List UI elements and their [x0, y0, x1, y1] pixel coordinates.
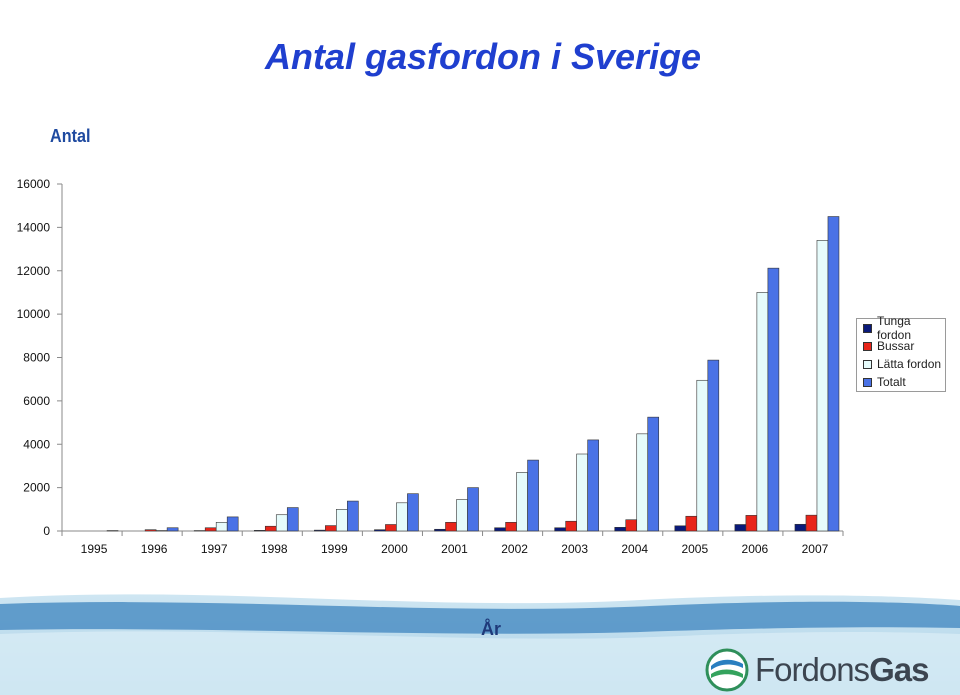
wave-dark	[0, 601, 960, 634]
bar-totalt	[347, 500, 359, 532]
x-tick-label: 2001	[441, 542, 468, 556]
bar-bussar	[505, 522, 517, 532]
bar-bussar	[745, 515, 758, 532]
bar-tunga-fordon	[253, 530, 266, 532]
y-tick-label: 12000	[17, 264, 51, 278]
x-axis-label: År	[481, 619, 502, 639]
bar-tunga-fordon	[314, 529, 326, 532]
x-tick-label: 2007	[802, 542, 829, 556]
y-tick-label: 2000	[23, 481, 50, 495]
bar-totalt	[587, 439, 599, 532]
bar-bussar	[565, 520, 577, 532]
bar-l-tta-fordon	[756, 292, 769, 532]
bar-totalt	[527, 459, 539, 532]
bar-tunga-fordon	[374, 529, 386, 532]
chart-title: Antal gasfordon i Sverige	[264, 36, 702, 77]
bar-totalt	[767, 267, 780, 532]
bar-bussar	[264, 525, 277, 532]
legend: Tunga fordon Bussar Lätta fordon Totalt	[856, 314, 946, 392]
y-tick-label: 10000	[17, 307, 51, 321]
legend-swatch	[863, 323, 872, 333]
bar-tunga-fordon	[734, 524, 747, 532]
legend-item-bussar: Bussar	[857, 337, 945, 355]
bar-tunga-fordon	[794, 523, 807, 532]
bar-totalt	[226, 516, 239, 532]
legend-swatch	[863, 341, 872, 351]
x-tick-label: 2000	[381, 542, 408, 556]
bar-totalt	[166, 527, 179, 532]
x-tick-label: 2006	[742, 542, 769, 556]
bar-l-tta-fordon	[456, 499, 468, 532]
legend-label: Tunga fordon	[877, 314, 912, 342]
bar-l-tta-fordon	[336, 509, 348, 532]
bar-l-tta-fordon	[816, 240, 829, 532]
bar-bussar	[625, 519, 638, 532]
x-tick-label: 2004	[621, 542, 648, 556]
legend-item-latta-fordon: Lätta fordon	[857, 355, 945, 373]
bar-totalt	[407, 493, 419, 532]
y-tick-label: 16000	[17, 177, 51, 191]
legend-label: Lätta fordon	[877, 357, 942, 371]
x-tick-label: 1995	[81, 542, 108, 556]
bar-bussar	[204, 527, 217, 532]
x-tick-label: 1998	[261, 542, 288, 556]
bar-bussar	[445, 522, 457, 532]
bar-l-tta-fordon	[275, 514, 288, 532]
bar-tunga-fordon	[554, 527, 566, 532]
bars	[106, 216, 840, 532]
bar-l-tta-fordon	[215, 522, 228, 532]
y-tick-label: 8000	[23, 351, 50, 365]
fordonsgas-logo: FordonsGas	[705, 648, 945, 692]
bar-tunga-fordon	[494, 527, 506, 532]
y-axis-label: Antal	[50, 126, 91, 146]
y-tick-label: 6000	[23, 394, 50, 408]
legend-label: Bussar	[877, 339, 915, 353]
bar-totalt	[467, 487, 479, 532]
bar-l-tta-fordon	[696, 379, 709, 532]
bar-totalt	[647, 416, 660, 532]
bar-tunga-fordon	[674, 525, 687, 532]
legend-swatch	[863, 377, 872, 387]
bar-totalt	[827, 216, 840, 532]
x-tick-label: 1996	[141, 542, 168, 556]
bar-bussar	[325, 525, 337, 532]
y-tick-label: 0	[43, 524, 50, 538]
bar-bussar	[685, 515, 698, 532]
x-tick-label: 1997	[201, 542, 228, 556]
bar-totalt	[286, 507, 299, 532]
legend-item-totalt: Totalt	[857, 373, 945, 391]
x-tick-label: 2002	[501, 542, 528, 556]
logo-icon	[705, 648, 749, 692]
y-tick-label: 4000	[23, 437, 50, 451]
legend-swatch	[863, 359, 872, 369]
x-tick-label: 2003	[561, 542, 588, 556]
legend-item-tunga-fordon: Tunga fordon	[857, 314, 945, 342]
logo-text: FordonsGas	[755, 651, 929, 689]
bar-bussar	[144, 529, 157, 532]
bar-bussar	[805, 514, 818, 532]
axes: 0 2000 4000 6000 8000 10000 12000 14000 16000 199…	[17, 177, 844, 556]
bar-l-tta-fordon	[636, 433, 649, 532]
logo-text-bold: Gas	[869, 651, 929, 688]
bar-l-tta-fordon	[576, 453, 588, 532]
legend-label: Totalt	[877, 375, 906, 389]
bar-l-tta-fordon	[396, 502, 408, 532]
y-tick-label: 14000	[17, 220, 51, 234]
bar-bussar	[385, 524, 397, 532]
x-tick-label: 1999	[321, 542, 348, 556]
logo-text-regular: Fordons	[755, 651, 870, 688]
bar-totalt	[707, 359, 720, 532]
x-tick-label: 2005	[681, 542, 708, 556]
bar-tunga-fordon	[614, 527, 627, 532]
bar-tunga-fordon	[434, 528, 446, 532]
bar-l-tta-fordon	[516, 472, 528, 532]
